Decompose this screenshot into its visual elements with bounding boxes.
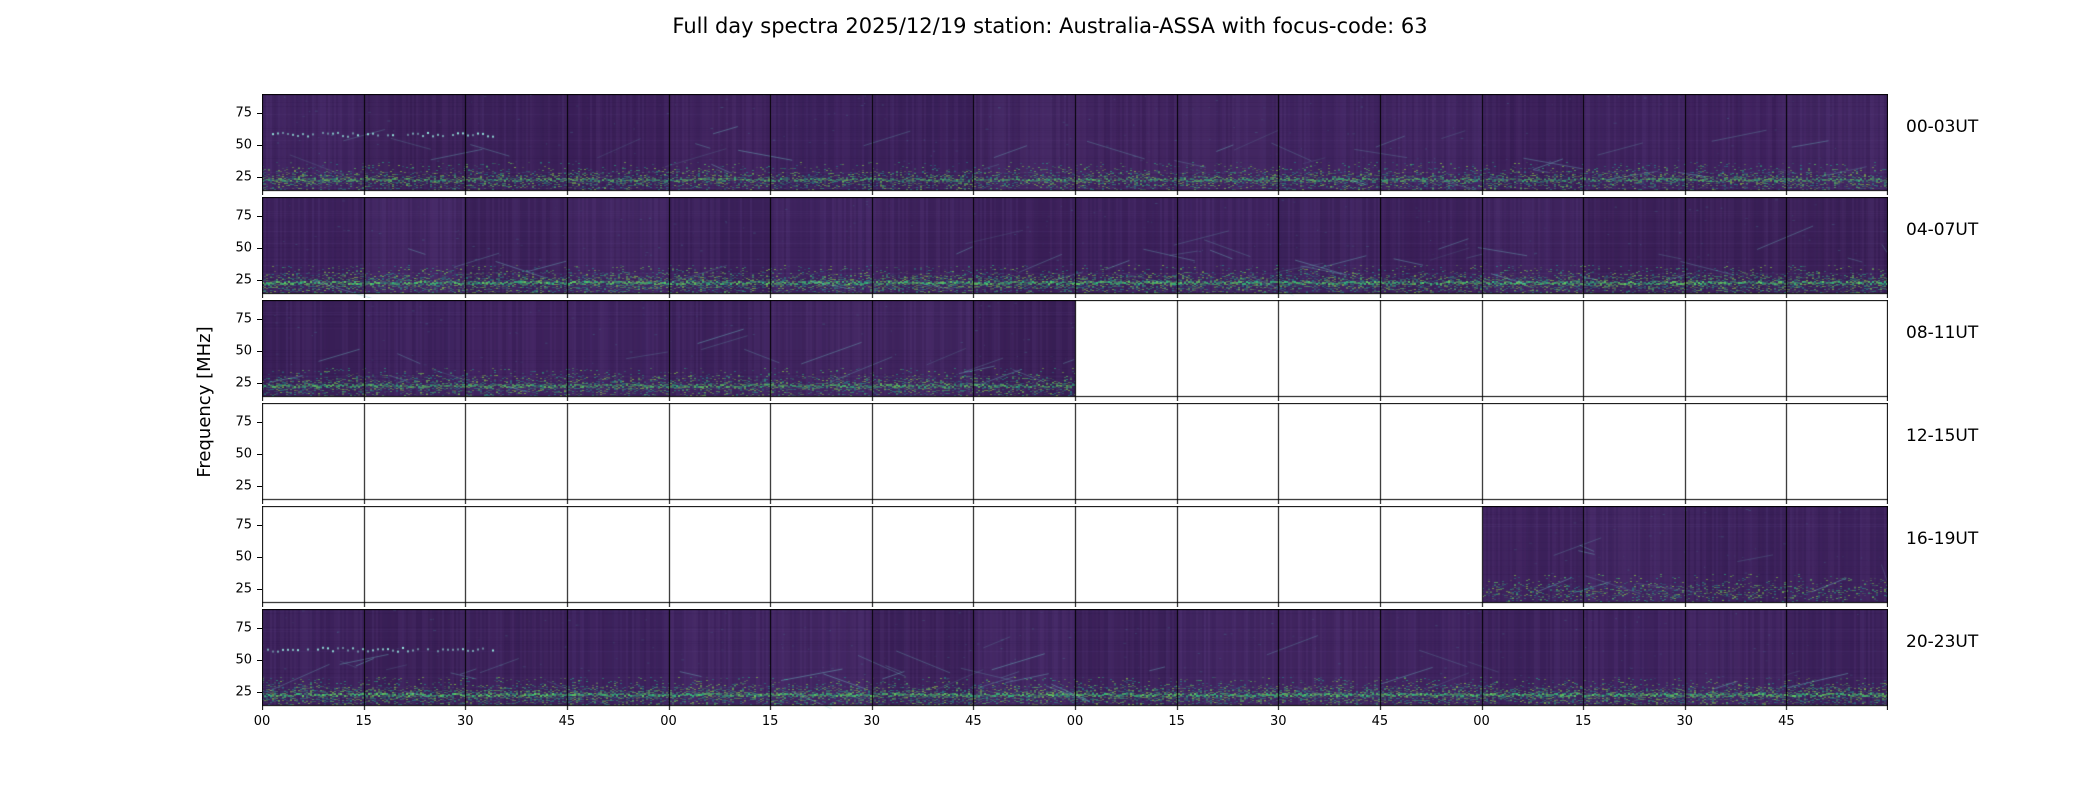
y-tick-label: 75 <box>235 208 252 224</box>
x-tick-label: 45 <box>1371 714 1389 729</box>
spectrogram-canvas <box>262 197 1888 298</box>
row-time-label: 08-11UT <box>1906 323 1979 343</box>
y-tick-mark <box>257 383 262 384</box>
y-tick-mark <box>257 280 262 281</box>
row-time-label: 12-15UT <box>1906 426 1979 446</box>
spectrogram-row: 04-07UT 75 50 25 <box>235 197 1978 298</box>
x-tick-label: 30 <box>1676 714 1694 729</box>
spectrogram-row: 08-11UT 75 50 25 <box>235 300 1978 401</box>
x-tick-label: 00 <box>1473 714 1490 729</box>
row-time-label: 20-23UT <box>1906 632 1979 652</box>
x-tick-label: 45 <box>558 714 576 729</box>
y-tick-label: 75 <box>235 414 252 430</box>
y-tick-mark <box>257 319 262 320</box>
x-tick-label: 15 <box>761 714 779 729</box>
y-tick-mark <box>257 422 262 423</box>
y-tick-mark <box>257 351 262 352</box>
y-tick-mark <box>257 216 262 217</box>
x-tick-label: 45 <box>965 714 982 729</box>
x-tick-label: 00 <box>1066 714 1084 729</box>
spectrogram-canvas <box>262 506 1888 607</box>
x-tick-label: 30 <box>863 714 881 729</box>
x-tick-label: 15 <box>355 714 372 729</box>
y-tick-mark <box>257 113 262 114</box>
x-tick-label: 45 <box>1778 714 1795 729</box>
y-tick-label: 75 <box>235 105 252 121</box>
y-tick-mark <box>257 660 262 661</box>
x-tick-label: 30 <box>456 714 474 729</box>
spectrogram-row: 20-23UT 75 50 25 <box>235 609 1978 710</box>
y-tick-label: 25 <box>235 272 252 288</box>
y-tick-mark <box>257 557 262 558</box>
y-tick-label: 50 <box>235 446 252 462</box>
x-tick-label: 30 <box>1269 714 1287 729</box>
y-tick-label: 25 <box>235 478 252 494</box>
y-tick-label: 25 <box>235 169 252 185</box>
row-time-label: 04-07UT <box>1906 220 1979 240</box>
y-tick-mark <box>257 454 262 455</box>
y-tick-label: 75 <box>235 311 252 327</box>
y-tick-label: 75 <box>235 620 252 636</box>
y-tick-label: 25 <box>235 684 252 700</box>
spectrogram-canvas <box>262 300 1888 401</box>
spectrogram-row: 12-15UT 75 50 25 <box>235 403 1978 504</box>
y-tick-mark <box>257 692 262 693</box>
y-tick-label: 75 <box>235 517 252 533</box>
y-tick-mark <box>257 628 262 629</box>
y-tick-mark <box>257 589 262 590</box>
row-time-label: 16-19UT <box>1906 529 1979 549</box>
y-tick-label: 50 <box>235 137 252 153</box>
spectrogram-row: 00-03UT 75 50 25 <box>235 94 1978 195</box>
y-tick-label: 50 <box>235 240 252 256</box>
spectrogram-canvas <box>262 609 1888 710</box>
chart-title: Full day spectra 2025/12/19 station: Aus… <box>672 14 1428 38</box>
spectra-rows: 00-03UT 75 50 25 04-07UT 75 50 25 08-11UT 75… <box>235 94 1978 710</box>
y-tick-label: 50 <box>235 549 252 565</box>
y-tick-mark <box>257 145 262 146</box>
x-axis-tick-labels: 00 15 30 45 00 15 30 45 00 15 30 45 00 15 30 45 <box>254 714 1888 734</box>
y-tick-label: 25 <box>235 581 252 597</box>
spectrogram-canvas <box>262 403 1888 504</box>
x-tick-label: 00 <box>253 714 271 729</box>
y-tick-label: 25 <box>235 375 252 391</box>
y-axis-label: Frequency [MHz] <box>194 326 215 478</box>
y-tick-mark <box>257 525 262 526</box>
y-tick-mark <box>257 177 262 178</box>
y-tick-label: 50 <box>235 652 252 668</box>
x-tick-label: 15 <box>1574 714 1592 729</box>
spectrogram-canvas <box>262 94 1888 195</box>
row-time-label: 00-03UT <box>1906 117 1979 137</box>
x-tick-label: 15 <box>1168 714 1185 729</box>
spectrogram-row: 16-19UT 75 50 25 <box>235 506 1978 607</box>
y-tick-label: 50 <box>235 343 252 359</box>
x-tick-label: 00 <box>660 714 677 729</box>
y-tick-mark <box>257 248 262 249</box>
y-tick-mark <box>257 486 262 487</box>
